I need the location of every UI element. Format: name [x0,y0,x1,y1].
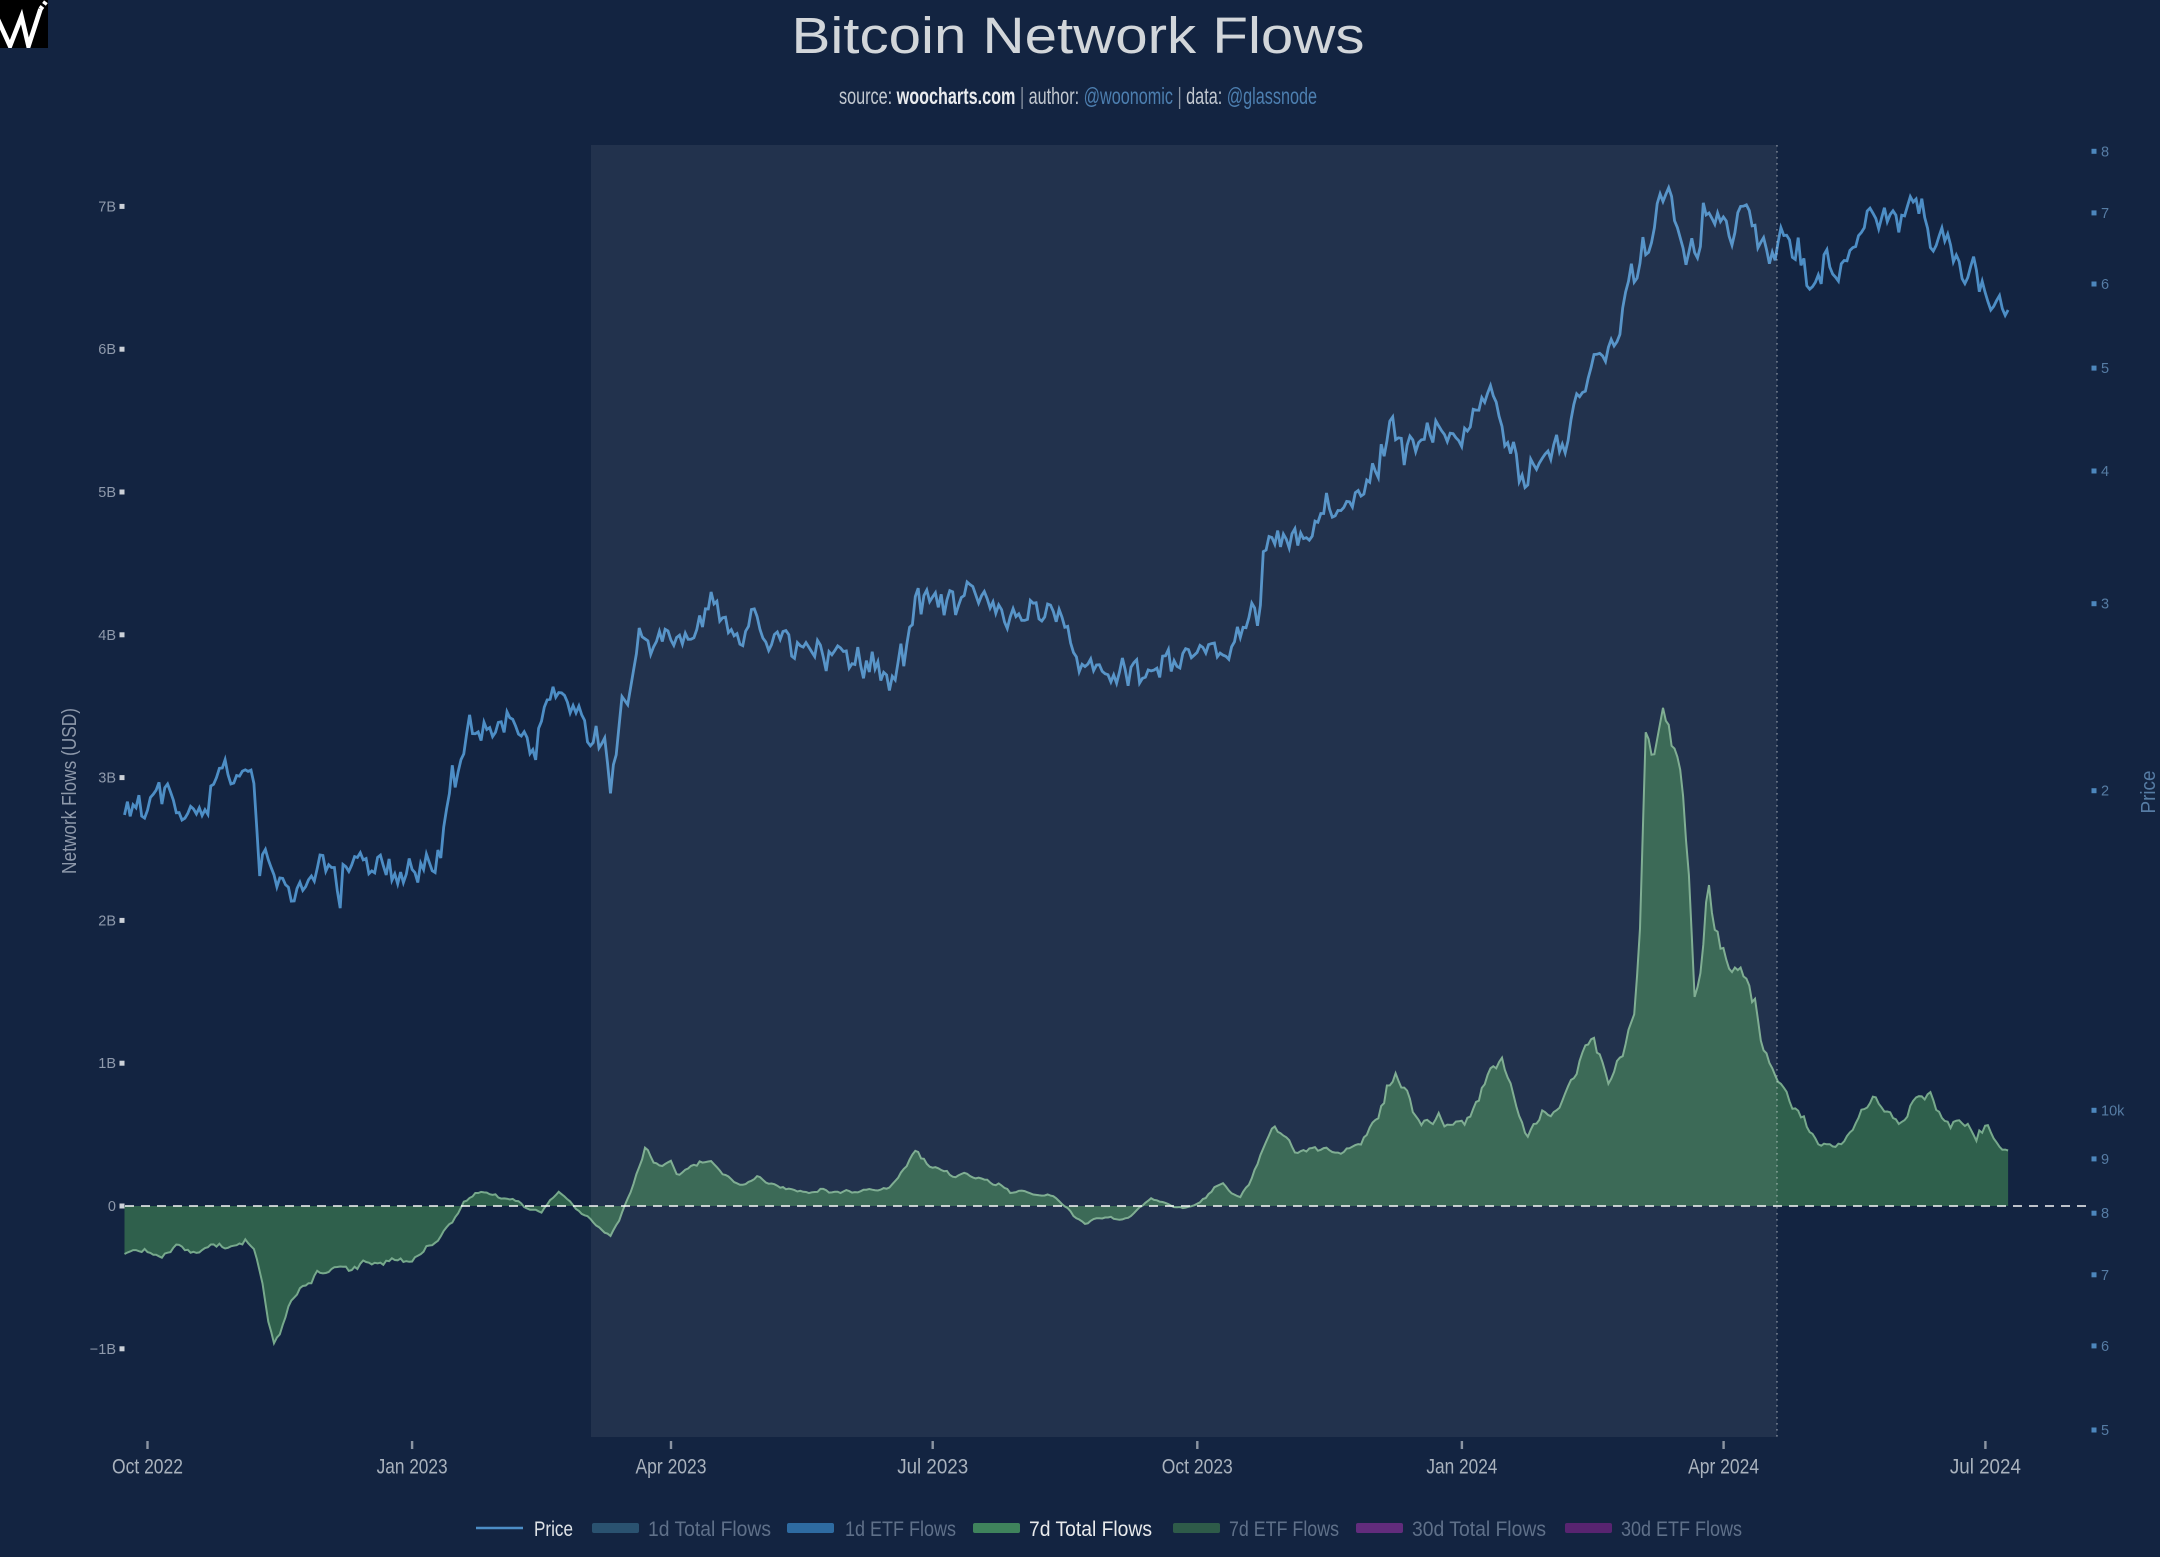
svg-text:Bitcoin Network Flows: Bitcoin Network Flows [792,7,1365,64]
svg-text:Jul 2024: Jul 2024 [1950,1456,2021,1479]
svg-text:7: 7 [2101,206,2109,222]
svg-text:6B: 6B [98,342,116,358]
svg-text:5B: 5B [98,485,116,501]
svg-text:9: 9 [2101,1152,2109,1168]
svg-text:7: 7 [2101,1268,2109,1284]
svg-text:Price: Price [2138,771,2160,814]
svg-text:7d Total Flows: 7d Total Flows [1029,1517,1152,1541]
svg-text:6: 6 [2101,1339,2109,1355]
svg-text:Oct 2023: Oct 2023 [1162,1456,1233,1479]
svg-text:7B: 7B [98,199,116,215]
svg-text:30d Total Flows: 30d Total Flows [1412,1517,1546,1541]
svg-text:4: 4 [2101,464,2109,480]
svg-text:1d ETF Flows: 1d ETF Flows [845,1517,956,1541]
svg-text:30d ETF Flows: 30d ETF Flows [1621,1517,1742,1541]
svg-text:3B: 3B [98,771,116,787]
svg-text:0: 0 [108,1199,116,1215]
svg-text:8: 8 [2101,144,2109,160]
svg-text:Price: Price [534,1517,573,1541]
svg-text:6: 6 [2101,277,2109,293]
svg-text:8: 8 [2101,1206,2109,1222]
svg-text:5: 5 [2101,361,2109,377]
svg-text:3: 3 [2101,597,2109,613]
svg-text:1B: 1B [98,1056,116,1072]
svg-text:−1B: −1B [90,1342,116,1358]
svg-text:Jan 2023: Jan 2023 [377,1456,448,1479]
svg-text:10k: 10k [2101,1103,2125,1119]
svg-text:7d ETF Flows: 7d ETF Flows [1229,1517,1339,1541]
svg-text:1d Total Flows: 1d Total Flows [648,1517,771,1541]
svg-text:Oct 2022: Oct 2022 [112,1456,183,1479]
svg-text:5: 5 [2101,1423,2109,1439]
svg-text:Apr 2024: Apr 2024 [1688,1456,1759,1479]
svg-text:Network Flows (USD): Network Flows (USD) [59,708,81,874]
svg-text:Jul 2023: Jul 2023 [897,1456,968,1479]
svg-text:Jan 2024: Jan 2024 [1426,1456,1497,1479]
svg-text:2: 2 [2101,784,2109,800]
svg-text:4B: 4B [98,628,116,644]
svg-text:source: woocharts.com | author: source: woocharts.com | author: @woonomi… [839,83,1317,109]
svg-text:Apr 2023: Apr 2023 [636,1456,707,1479]
svg-text:2B: 2B [98,913,116,929]
